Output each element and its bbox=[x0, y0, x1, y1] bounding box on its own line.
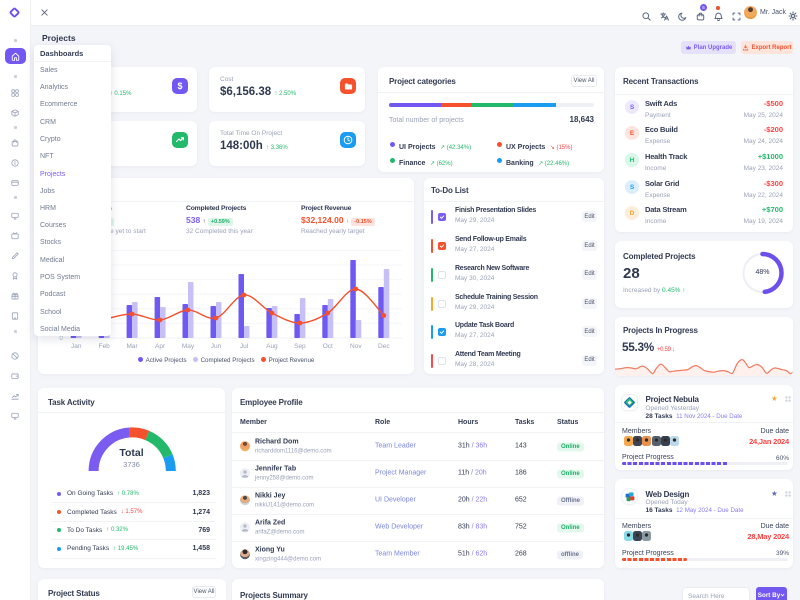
svg-text:Feb: Feb bbox=[99, 343, 111, 350]
svg-text:Jun: Jun bbox=[211, 343, 222, 350]
svg-text:May: May bbox=[182, 343, 195, 350]
svg-text:Oct: Oct bbox=[323, 343, 333, 350]
svg-text:Aug: Aug bbox=[266, 343, 278, 350]
svg-text:Apr: Apr bbox=[155, 343, 166, 350]
svg-text:Sep: Sep bbox=[294, 343, 306, 350]
svg-text:Jul: Jul bbox=[240, 343, 249, 350]
svg-text:Jan: Jan bbox=[71, 343, 82, 350]
svg-text:Nov: Nov bbox=[350, 343, 362, 350]
svg-text:Mar: Mar bbox=[126, 343, 138, 350]
svg-text:Dec: Dec bbox=[378, 343, 390, 350]
